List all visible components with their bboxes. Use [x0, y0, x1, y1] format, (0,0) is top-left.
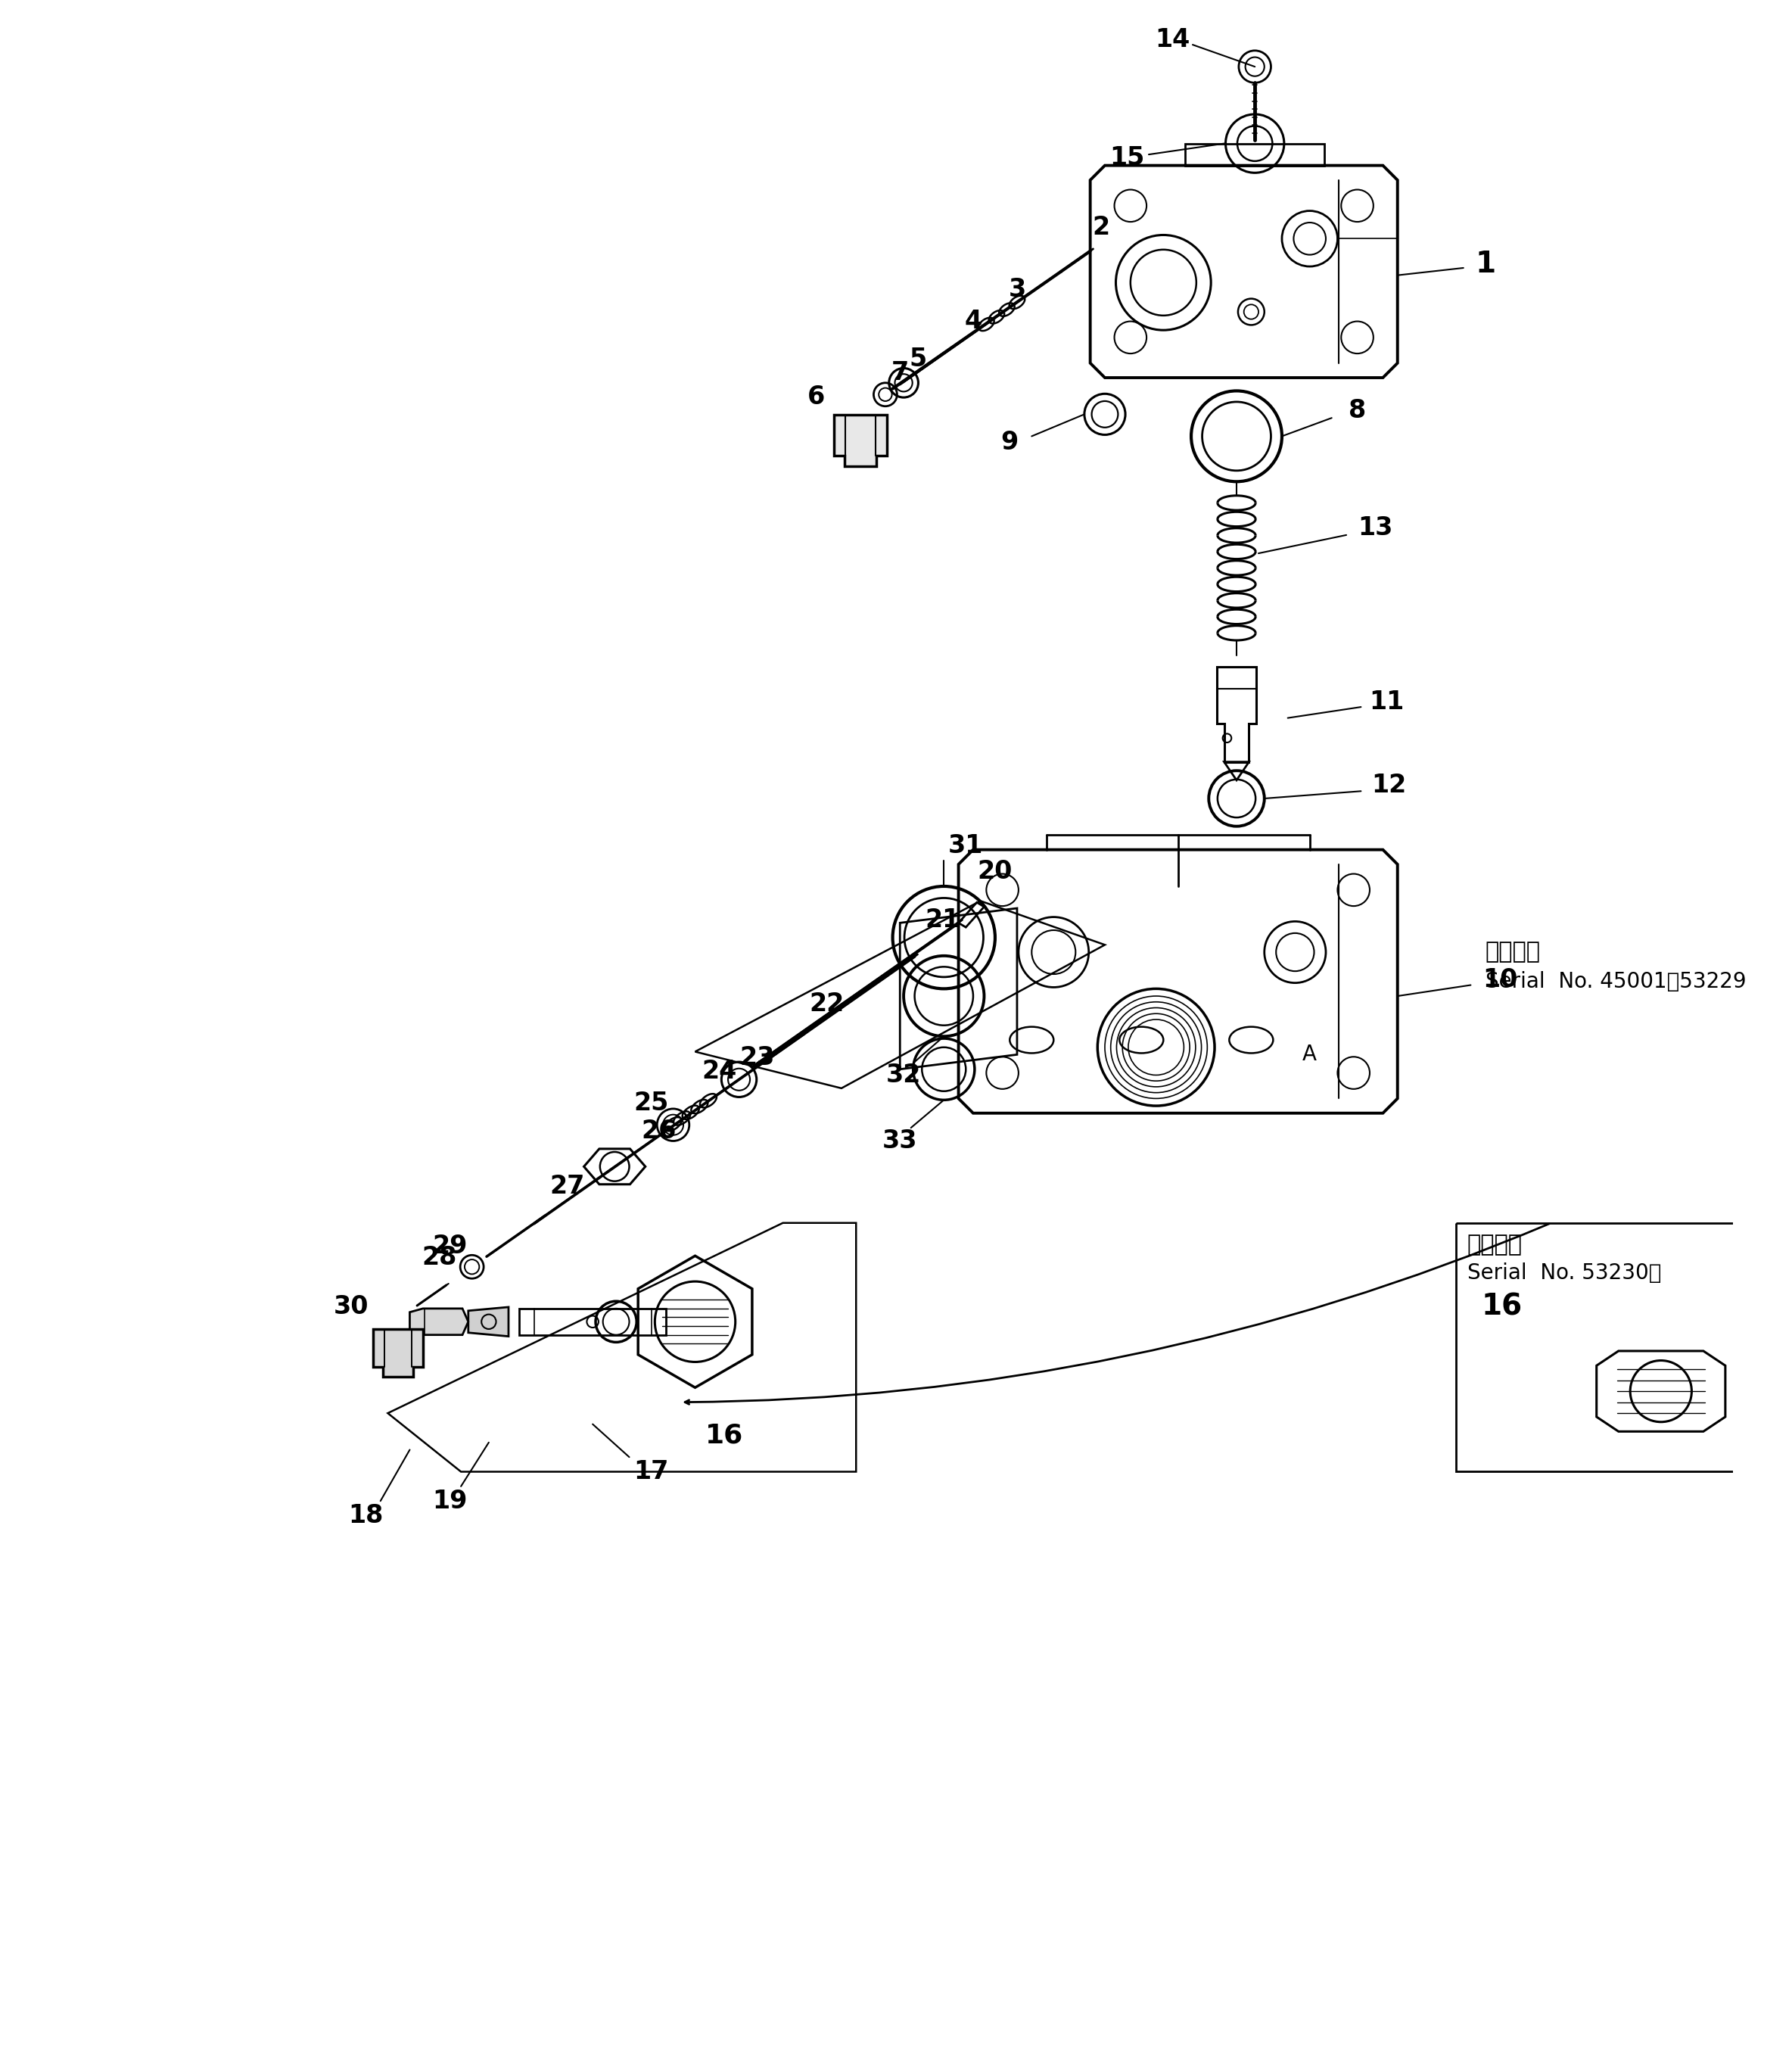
Text: 9: 9 [1002, 430, 1018, 455]
Text: 10: 10 [1482, 967, 1518, 992]
Text: 23: 23 [740, 1046, 774, 1071]
Text: 20: 20 [978, 860, 1012, 885]
Text: 14: 14 [1154, 27, 1190, 52]
Text: 1: 1 [1475, 250, 1496, 279]
Polygon shape [833, 415, 887, 467]
Text: 17: 17 [634, 1459, 668, 1484]
Text: 15: 15 [1109, 145, 1145, 172]
Text: 25: 25 [634, 1091, 668, 1116]
Text: 26: 26 [642, 1118, 676, 1143]
Text: 30: 30 [333, 1294, 369, 1319]
Text: 3: 3 [1009, 277, 1025, 302]
Text: 7: 7 [891, 360, 909, 384]
Polygon shape [468, 1306, 509, 1337]
Text: 6: 6 [806, 384, 824, 409]
Polygon shape [410, 1308, 468, 1335]
Polygon shape [373, 1329, 423, 1377]
Text: 29: 29 [432, 1234, 468, 1259]
Text: 2: 2 [1093, 215, 1109, 240]
Text: 33: 33 [882, 1129, 918, 1153]
Text: 31: 31 [948, 833, 984, 858]
Text: 11: 11 [1369, 690, 1405, 715]
Text: 8: 8 [1349, 399, 1366, 424]
Text: 28: 28 [421, 1244, 457, 1269]
Text: 18: 18 [348, 1503, 383, 1528]
Text: Serial  No. 53230～: Serial No. 53230～ [1468, 1263, 1661, 1284]
Text: 適用号機: 適用号機 [1468, 1234, 1521, 1257]
Text: 13: 13 [1358, 515, 1392, 539]
Text: 32: 32 [885, 1062, 921, 1087]
Text: 5: 5 [910, 347, 926, 372]
Text: 22: 22 [810, 992, 844, 1017]
Text: 21: 21 [925, 907, 961, 932]
Text: 16: 16 [706, 1422, 744, 1449]
Text: 適用号機: 適用号機 [1486, 940, 1541, 963]
Text: Serial  No. 45001～53229: Serial No. 45001～53229 [1486, 971, 1745, 992]
Bar [1457, 1224, 1792, 1472]
Text: 24: 24 [702, 1058, 737, 1083]
Text: 27: 27 [550, 1174, 584, 1199]
Text: A: A [1303, 1044, 1317, 1065]
Text: 12: 12 [1371, 773, 1407, 798]
Bar [520, 1308, 667, 1335]
Text: 4: 4 [964, 308, 982, 335]
Text: 19: 19 [432, 1488, 468, 1513]
Text: 16: 16 [1482, 1292, 1523, 1321]
